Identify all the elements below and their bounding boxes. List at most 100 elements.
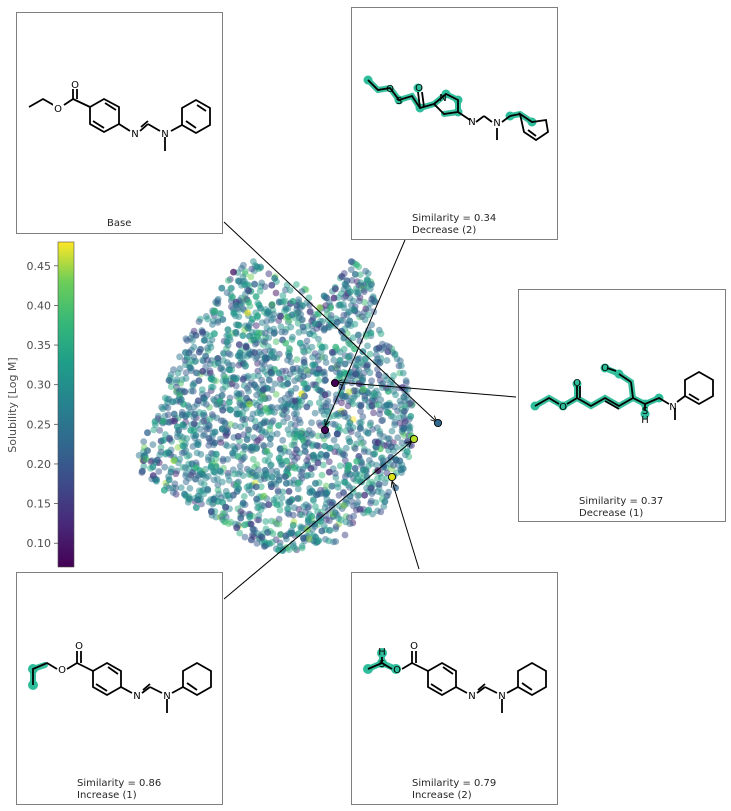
scatter-point — [332, 285, 339, 293]
scatter-point — [259, 395, 267, 403]
scatter-point — [340, 489, 348, 497]
scatter-point — [354, 355, 362, 363]
scatter-point — [205, 456, 212, 464]
scatter-point — [292, 384, 300, 392]
point-sim086 — [409, 434, 419, 444]
scatter-point — [192, 432, 200, 439]
scatter-point — [339, 392, 346, 400]
scatter-point — [383, 492, 391, 499]
scatter-point — [348, 277, 356, 284]
scatter-point — [396, 419, 404, 427]
atom-h-label: H — [641, 415, 649, 426]
scatter-point — [235, 341, 243, 348]
panel-sim034: O S O N N N Similarity = 0.34 Decrease (… — [351, 7, 558, 240]
scatter-point — [165, 377, 173, 384]
scatter-point — [398, 439, 406, 447]
scatter-point — [350, 394, 357, 402]
scatter-point — [330, 294, 338, 302]
scatter-point — [294, 374, 302, 382]
scatter-point — [322, 359, 330, 366]
scatter-point — [383, 401, 391, 409]
colorbar-tick-label: 0.10 — [27, 537, 52, 550]
scatter-point — [216, 398, 224, 405]
scatter-point — [299, 302, 306, 310]
scatter-point — [326, 444, 333, 452]
scatter-point — [375, 481, 383, 488]
scatter-point — [268, 467, 275, 475]
caption-sim034-line1: Similarity = 0.34 — [412, 213, 497, 224]
scatter-point — [209, 321, 216, 328]
scatter-point — [192, 332, 200, 339]
scatter-point — [196, 425, 204, 433]
atom-o-label: O — [75, 641, 83, 652]
scatter-point — [208, 508, 215, 516]
scatter-point — [276, 506, 284, 514]
atom-o-label: O — [71, 80, 79, 91]
scatter-point — [336, 370, 344, 377]
scatter-point — [252, 483, 260, 491]
scatter-point — [346, 317, 354, 325]
scatter-point — [218, 391, 226, 399]
scatter-point — [277, 380, 285, 388]
scatter-point — [315, 537, 322, 544]
point-sim079 — [387, 472, 397, 482]
scatter-point — [367, 329, 375, 337]
scatter-point — [352, 370, 359, 378]
scatter-point — [318, 343, 326, 351]
scatter-point — [218, 284, 226, 292]
scatter-point — [214, 297, 221, 305]
scatter-point — [225, 398, 233, 406]
scatter-point — [239, 499, 247, 507]
scatter-point — [299, 323, 307, 331]
scatter-point — [191, 410, 199, 418]
scatter-point — [173, 376, 181, 384]
scatter-point — [140, 438, 148, 445]
scatter-point — [393, 444, 400, 451]
scatter-point — [387, 453, 395, 461]
scatter-point — [359, 348, 367, 355]
scatter-point — [323, 407, 331, 415]
scatter-point — [273, 467, 281, 475]
scatter-point — [204, 486, 212, 493]
scatter-point — [197, 450, 205, 458]
scatter-point — [246, 400, 253, 408]
colorbar-tick-label: 0.40 — [27, 299, 52, 312]
scatter-point — [371, 397, 379, 404]
colorbar: 0.10 0.15 0.20 0.25 0.30 0.35 0.40 0.45 Solubil… — [6, 241, 75, 568]
scatter-point — [336, 462, 344, 470]
scatter-point — [319, 432, 327, 440]
scatter-point — [376, 360, 383, 367]
scatter-point — [207, 383, 215, 391]
scatter-point — [294, 495, 302, 502]
scatter-point — [397, 362, 405, 370]
scatter-point — [271, 275, 278, 282]
atom-n-label: N — [163, 691, 170, 702]
scatter-point — [308, 419, 315, 427]
scatter-point — [255, 372, 262, 380]
scatter-point — [385, 435, 393, 443]
scatter-point — [355, 263, 363, 271]
scatter-point — [390, 372, 397, 379]
scatter-point — [195, 348, 203, 356]
scatter-point — [190, 343, 198, 351]
caption-sim034-line2: Decrease (2) — [412, 225, 477, 236]
scatter-point — [253, 495, 260, 503]
colorbar-ticks: 0.10 0.15 0.20 0.25 0.30 0.35 0.40 0.45 — [27, 260, 58, 550]
scatter-point — [212, 463, 220, 471]
scatter-point — [346, 514, 353, 522]
scatter-point — [376, 410, 383, 418]
scatter-point — [341, 479, 349, 486]
atom-o-label: O — [386, 84, 394, 95]
scatter-point — [144, 447, 151, 454]
scatter-point — [255, 503, 263, 511]
scatter-point — [260, 543, 268, 550]
scatter-point — [380, 463, 387, 471]
scatter-point — [235, 391, 243, 398]
scatter-point — [269, 315, 277, 322]
scatter-point — [392, 456, 400, 464]
scatter-point — [340, 502, 347, 509]
scatter-point — [241, 521, 249, 529]
scatter-point — [239, 416, 247, 423]
scatter-point — [356, 425, 364, 432]
